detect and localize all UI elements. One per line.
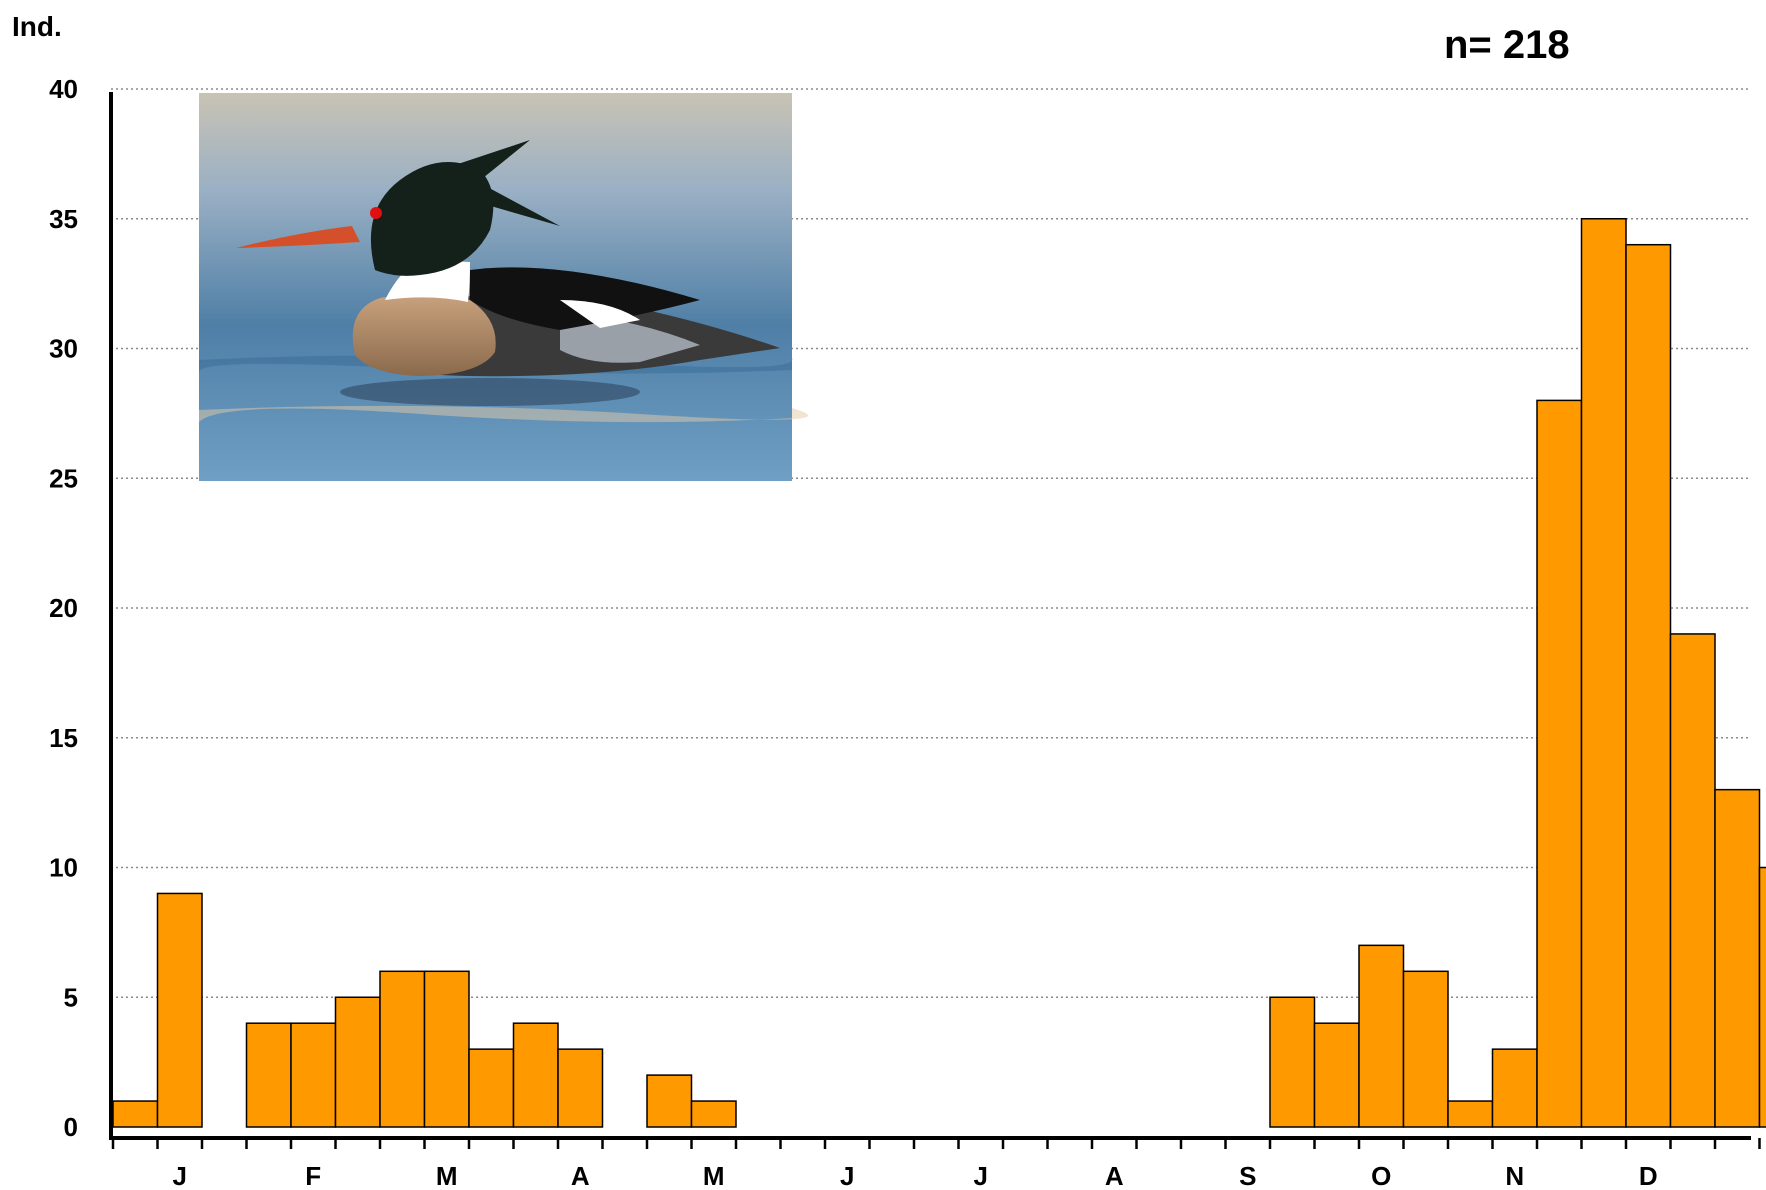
bar <box>512 1022 559 1128</box>
y-tick-label: 20 <box>49 593 78 623</box>
x-tick-label: F <box>305 1161 321 1190</box>
bar <box>1491 1048 1538 1128</box>
bar <box>334 996 381 1128</box>
bars <box>112 218 1766 1128</box>
x-tick-label: M <box>703 1161 725 1190</box>
x-tick-label: J <box>173 1161 187 1190</box>
sample-size-annotation: n= 218 <box>1444 23 1570 67</box>
x-tick-label: J <box>974 1161 988 1190</box>
y-tick-label: 35 <box>49 204 78 234</box>
bar <box>1269 996 1316 1128</box>
x-tick-label: N <box>1505 1161 1524 1190</box>
y-tick-label: 10 <box>49 853 78 883</box>
bird-photo <box>199 93 809 481</box>
bar <box>646 1074 693 1128</box>
y-axis-label: Ind. <box>12 11 62 42</box>
bar <box>1714 788 1761 1128</box>
x-tick-label: O <box>1371 1161 1391 1190</box>
y-tick-label: 15 <box>49 723 78 753</box>
bar <box>112 1100 159 1128</box>
bar <box>1580 218 1627 1128</box>
bar <box>1536 399 1583 1128</box>
x-tick-label: D <box>1639 1161 1658 1190</box>
x-tick-label: J <box>840 1161 854 1190</box>
bar <box>1447 1100 1494 1128</box>
bar <box>423 970 470 1128</box>
y-tick-label: 5 <box>64 982 78 1012</box>
bar <box>245 1022 292 1128</box>
bar <box>1402 970 1449 1128</box>
bar <box>557 1048 604 1128</box>
x-tick-label: S <box>1239 1161 1256 1190</box>
y-tick-label: 40 <box>49 74 78 104</box>
grid-lines <box>111 88 1751 999</box>
y-tick-labels: 0 5 10 15 20 25 30 35 40 <box>49 74 78 1142</box>
bar <box>1313 1022 1360 1128</box>
bar <box>379 970 426 1128</box>
bar <box>1669 633 1716 1128</box>
bar <box>1758 866 1766 1128</box>
y-tick-label: 30 <box>49 334 78 364</box>
bar <box>690 1100 737 1128</box>
bar <box>290 1022 337 1128</box>
bar <box>468 1048 515 1128</box>
bar <box>1358 944 1405 1128</box>
axes <box>109 92 1751 1140</box>
x-tick-label: A <box>1105 1161 1124 1190</box>
x-tick-label: A <box>571 1161 590 1190</box>
y-tick-label: 25 <box>49 463 78 493</box>
bar <box>1625 243 1672 1128</box>
bar <box>156 892 203 1128</box>
x-tick-label: M <box>436 1161 458 1190</box>
y-tick-label: 0 <box>64 1112 78 1142</box>
x-tick-marks <box>111 1138 1761 1149</box>
